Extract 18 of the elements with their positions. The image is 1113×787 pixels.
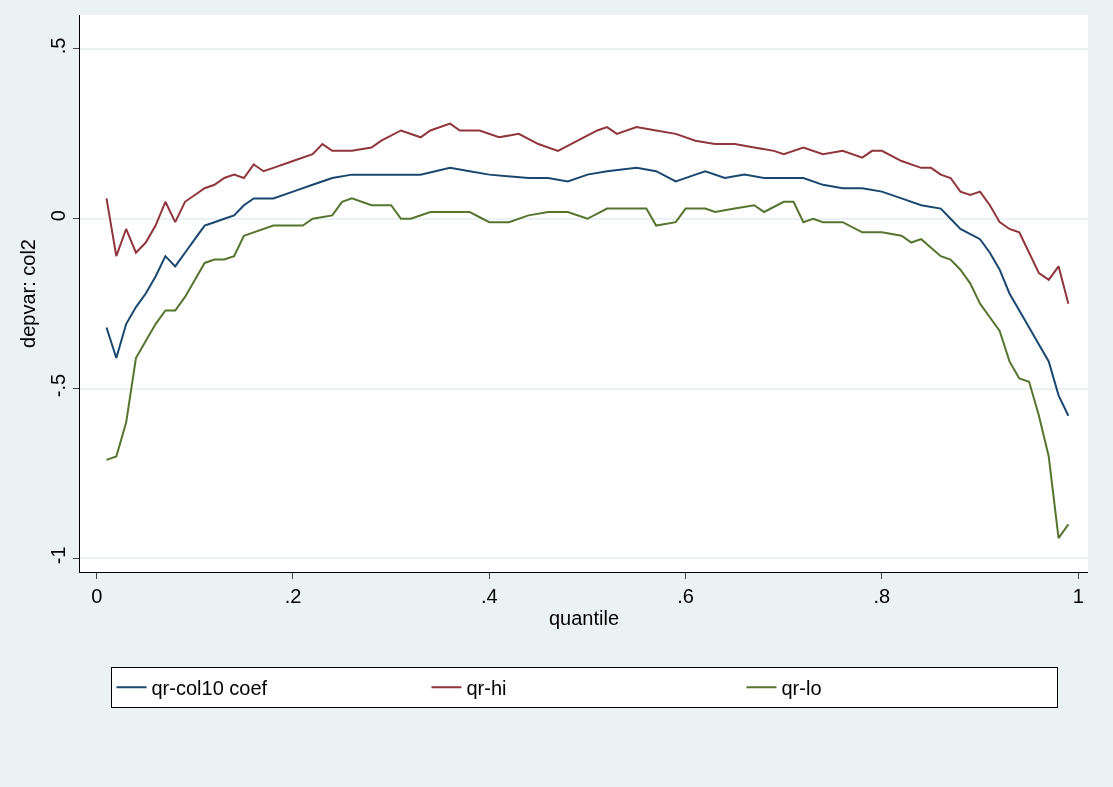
x-tick-label: .6 xyxy=(677,585,694,607)
y-tick-label: .5 xyxy=(47,37,69,55)
legend-label: qr-col10 coef xyxy=(151,676,268,699)
y-tick-label: -.5 xyxy=(47,373,69,398)
y-tick-label: -1 xyxy=(47,546,69,565)
line-series xyxy=(105,122,1070,305)
x-tick-label: .2 xyxy=(284,585,302,607)
y-axis-title: depvar: col2 xyxy=(16,239,39,348)
x-axis-title: quantile xyxy=(548,606,620,629)
x-tick-label: .8 xyxy=(873,585,891,607)
x-tick-label: .4 xyxy=(480,585,498,607)
legend-label: qr-hi xyxy=(466,676,507,699)
y-tick-label: 0 xyxy=(47,210,69,222)
line-series xyxy=(105,197,1070,540)
x-tick-label: 0 xyxy=(91,585,103,607)
line-series xyxy=(105,166,1070,417)
legend-label: qr-lo xyxy=(781,676,822,699)
x-tick-label: 1 xyxy=(1072,585,1084,607)
